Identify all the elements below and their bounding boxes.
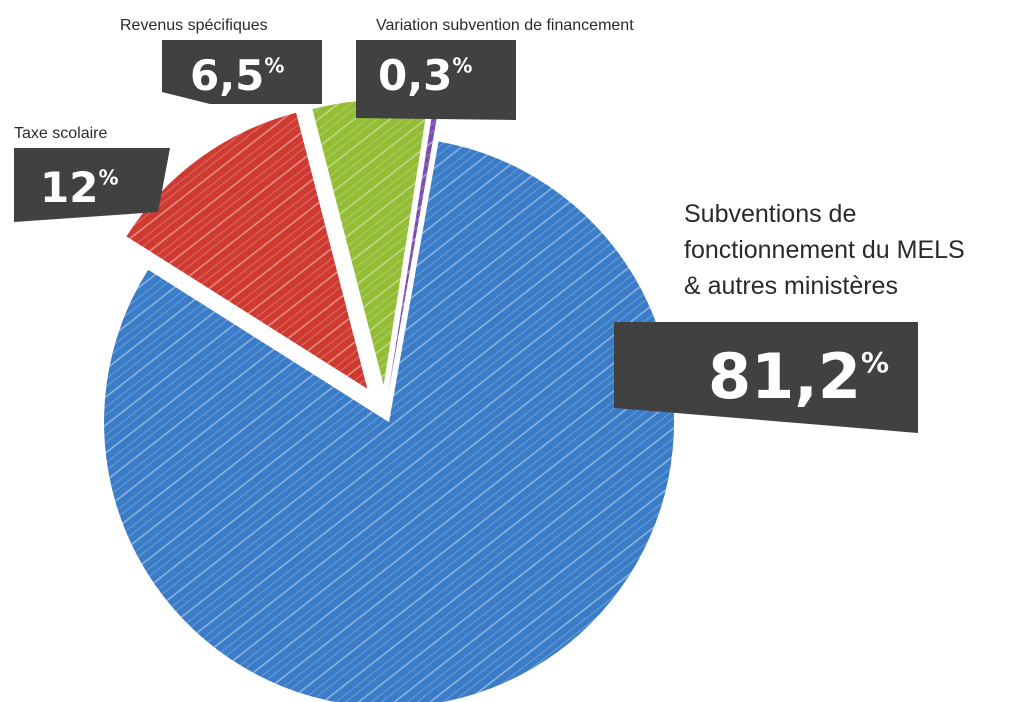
slice-value-label: 81,2%: [708, 340, 889, 413]
slice-label-group-taxe-scolaire: 12% Taxe scolaire: [14, 125, 170, 222]
pie-slice-hatch-revenus-specifiques: [312, 100, 428, 386]
hatch-layer: [104, 100, 674, 702]
slice-category-label: Taxe scolaire: [14, 125, 107, 142]
value-label-box: [162, 40, 322, 104]
value-label-box: [356, 40, 516, 120]
slice-category-label: & autres ministères: [684, 272, 898, 300]
slice-category-label: Variation subvention de financement: [376, 17, 634, 34]
value-label-box: [14, 148, 170, 222]
slice-value-label: 6,5%: [190, 51, 284, 100]
slice-value-label: 0,3%: [378, 51, 472, 100]
slice-value-label: 12%: [40, 163, 119, 212]
pie-slice-hatch-subventions: [104, 141, 674, 702]
labels-layer: 81,2% Subventions de fonctionnement du MEL…: [14, 17, 965, 433]
slice-label-group-revenus-specifiques: 6,5% Revenus spécifiques: [120, 17, 322, 104]
slice-category-label: Revenus spécifiques: [120, 17, 268, 34]
slice-label-group-subventions: 81,2% Subventions de fonctionnement du MEL…: [614, 200, 965, 433]
value-label-box: [614, 322, 918, 433]
slice-category-label: fonctionnement du MELS: [684, 236, 965, 264]
pie-slice-hatch-taxe-scolaire: [126, 112, 368, 389]
slice-category-label: Subventions de: [684, 200, 856, 228]
pie-slice-hatch-variation-subvention: [388, 111, 438, 394]
slice-label-group-variation-subvention: 0,3% Variation subvention de financement: [356, 17, 634, 120]
